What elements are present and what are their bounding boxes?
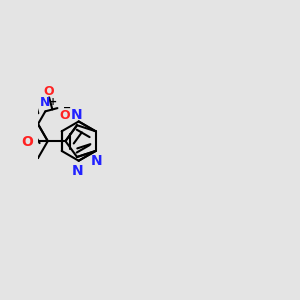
Text: O: O [43,85,54,98]
Text: O: O [21,135,33,149]
Text: N: N [90,154,102,168]
Text: N: N [40,96,50,109]
Text: −: − [62,103,70,113]
Text: N: N [71,108,83,122]
Text: O: O [60,109,70,122]
Text: N: N [72,164,83,178]
Text: +: + [50,97,58,107]
